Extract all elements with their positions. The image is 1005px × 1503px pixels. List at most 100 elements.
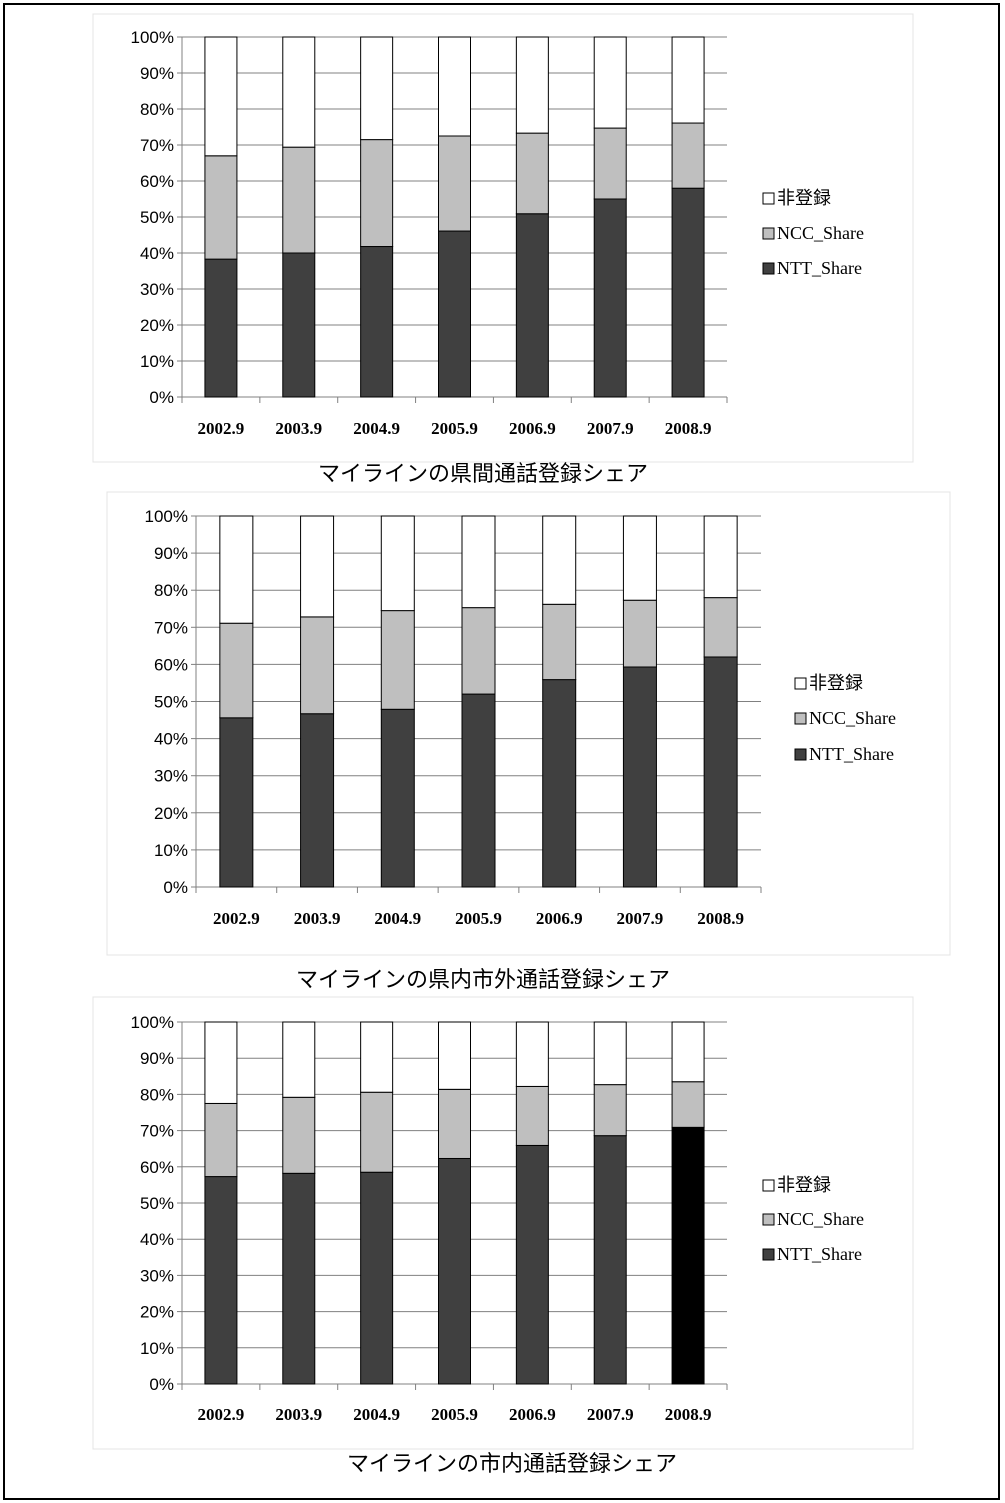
bar-unregistered — [438, 36, 471, 137]
y-tick-label: 20% — [140, 316, 174, 335]
bar-ncc-share — [671, 1081, 705, 1128]
chart-title: マイラインの県内市外通話登録シェア — [296, 968, 670, 993]
y-tick-label: 30% — [140, 280, 174, 299]
y-tick-label: 0% — [149, 1375, 174, 1394]
bar-unregistered — [622, 515, 657, 601]
bar-ntt-share — [593, 1135, 627, 1385]
bar-ncc-share — [515, 132, 549, 215]
y-tick-label: 40% — [140, 1230, 174, 1249]
bar-unregistered — [703, 515, 738, 599]
x-tick-label: 2003.9 — [275, 1405, 322, 1424]
bar-ncc-share — [282, 146, 316, 254]
y-tick-label: 20% — [140, 1303, 174, 1322]
legend-label: NTT_Share — [777, 258, 862, 278]
x-tick-label: 2008.9 — [697, 909, 744, 928]
bar-unregistered — [380, 515, 415, 612]
legend-swatch — [762, 227, 775, 240]
x-tick-label: 2003.9 — [294, 909, 341, 928]
bar-ntt-share — [438, 1157, 471, 1385]
y-tick-label: 50% — [154, 693, 188, 712]
chart-3: 0% 10% 20% 30% 40% 50% 60% 70% 80% 90% 100% 2002.9 2… — [92, 996, 914, 1477]
bar-ncc-share — [360, 1091, 394, 1173]
bar-ntt-share — [282, 252, 316, 398]
bar-unregistered — [671, 36, 705, 124]
x-tick-label: 2008.9 — [665, 419, 712, 438]
bar-ncc-share — [380, 610, 415, 710]
y-tick-label: 70% — [140, 136, 174, 155]
legend-label: 非登録 — [777, 1175, 831, 1195]
bar-unregistered — [204, 1021, 238, 1104]
x-tick-label: 2006.9 — [536, 909, 583, 928]
x-tick-label: 2005.9 — [431, 419, 478, 438]
bar-unregistered — [461, 515, 496, 609]
y-tick-label: 100% — [145, 507, 188, 526]
bar-ncc-share — [282, 1096, 316, 1174]
y-tick-label: 60% — [140, 172, 174, 191]
legend-label: NCC_Share — [777, 223, 864, 243]
y-tick-label: 50% — [140, 1194, 174, 1213]
bar-ntt-share — [461, 693, 496, 888]
legend-swatch — [762, 1179, 775, 1192]
y-tick-label: 60% — [140, 1158, 174, 1177]
y-tick-label: 20% — [154, 804, 188, 823]
bar-ncc-share — [204, 155, 238, 260]
y-tick-label: 90% — [154, 544, 188, 563]
bar-unregistered — [438, 1021, 471, 1090]
y-tick-label: 60% — [154, 655, 188, 674]
legend-swatch — [794, 712, 807, 725]
bar-ncc-share — [622, 599, 657, 668]
bar-unregistered — [219, 515, 254, 624]
x-tick-label: 2005.9 — [455, 909, 502, 928]
legend-label: NTT_Share — [777, 1244, 862, 1264]
y-tick-label: 80% — [140, 1085, 174, 1104]
bar-ncc-share — [300, 616, 335, 715]
bar-unregistered — [360, 1021, 394, 1093]
x-tick-label: 2008.9 — [665, 1405, 712, 1424]
bar-ntt-share — [515, 1144, 549, 1385]
x-tick-label: 2004.9 — [353, 419, 400, 438]
x-tick-label: 2005.9 — [431, 1405, 478, 1424]
bar-ncc-share — [438, 1088, 471, 1159]
bar-ntt-share — [360, 246, 394, 398]
bar-ncc-share — [593, 127, 627, 200]
bar-ncc-share — [219, 622, 254, 719]
bar-ncc-share — [671, 122, 705, 189]
x-tick-label: 2004.9 — [374, 909, 421, 928]
chart-1: 0% 10% 20% 30% 40% 50% 60% 70% 80% 90% 100% 2002.9 2… — [92, 13, 914, 487]
y-tick-label: 40% — [140, 244, 174, 263]
bar-ntt-share — [219, 717, 254, 888]
y-tick-label: 100% — [131, 28, 174, 47]
bar-ntt-share — [703, 656, 738, 888]
y-tick-label: 100% — [131, 1013, 174, 1032]
y-tick-label: 10% — [140, 1339, 174, 1358]
bar-unregistered — [515, 36, 549, 134]
bar-ncc-share — [461, 607, 496, 695]
legend-label: NCC_Share — [809, 708, 896, 728]
bar-ntt-share — [204, 258, 238, 398]
bar-ntt-share — [542, 679, 577, 888]
chart-title: マイラインの市内通話登録シェア — [347, 1452, 677, 1477]
x-tick-label: 2006.9 — [509, 1405, 556, 1424]
x-tick-label: 2004.9 — [353, 1405, 400, 1424]
y-tick-label: 10% — [140, 352, 174, 371]
x-tick-label: 2002.9 — [198, 1405, 245, 1424]
bar-unregistered — [300, 515, 335, 618]
chart-2: 0% 10% 20% 30% 40% 50% 60% 70% 80% 90% 100% 2002.9 2… — [106, 491, 951, 993]
x-tick-label: 2007.9 — [617, 909, 664, 928]
y-tick-label: 0% — [149, 388, 174, 407]
y-tick-label: 30% — [140, 1266, 174, 1285]
x-tick-label: 2002.9 — [213, 909, 260, 928]
bar-ncc-share — [438, 135, 471, 232]
legend-swatch — [762, 262, 775, 275]
bar-ncc-share — [515, 1085, 549, 1146]
legend-swatch — [794, 748, 807, 761]
bar-unregistered — [282, 1021, 316, 1098]
bar-unregistered — [204, 36, 238, 157]
bar-ntt-share — [438, 230, 471, 398]
legend-label: 非登録 — [809, 673, 863, 693]
y-tick-label: 40% — [154, 730, 188, 749]
bar-unregistered — [593, 36, 627, 129]
x-tick-label: 2006.9 — [509, 419, 556, 438]
bar-unregistered — [671, 1021, 705, 1083]
x-tick-label: 2003.9 — [275, 419, 322, 438]
